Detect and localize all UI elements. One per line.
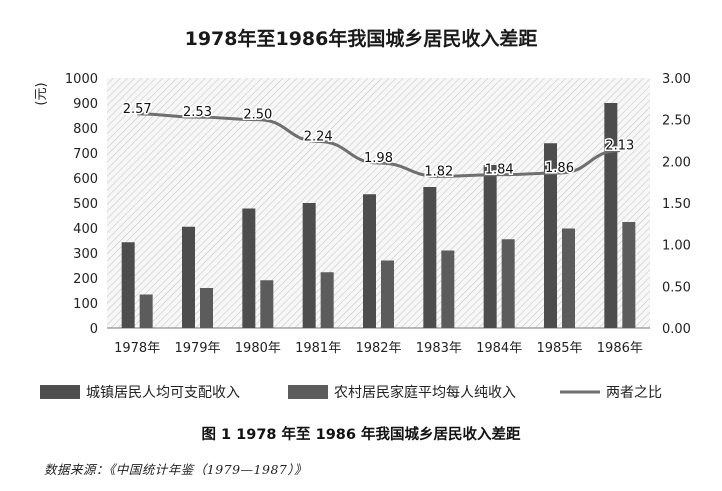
figure-caption: 图 1 1978 年至 1986 年我国城乡居民收入差距 — [201, 427, 521, 443]
ratio-data-label: 2.50 — [243, 108, 272, 123]
x-tick-label: 1979年 — [174, 341, 220, 356]
ratio-data-label: 2.53 — [183, 105, 212, 120]
y-tick-label: 900 — [73, 97, 98, 112]
urban-income-bar — [544, 143, 557, 328]
plot-background — [107, 78, 650, 328]
y-tick-label: 1000 — [65, 72, 98, 87]
urban-income-bar — [604, 103, 618, 328]
x-tick-label: 1985年 — [536, 341, 582, 356]
legend-ratio-label: 两者之比 — [606, 385, 662, 401]
x-tick-label: 1981年 — [295, 341, 341, 356]
x-tick-label: 1982年 — [355, 341, 401, 356]
y-tick-label: 200 — [73, 272, 98, 287]
rural-income-bar — [260, 280, 274, 328]
ratio-data-label: 2.13 — [605, 139, 634, 154]
legend-rural-swatch — [288, 385, 328, 399]
source-note: 数据来源：《中国统计年鉴（1979—1987）》 — [44, 462, 308, 477]
chart-title: 1978年至1986年我国城乡居民收入差距 — [185, 27, 538, 50]
ratio-data-label: 1.98 — [364, 151, 393, 166]
y-tick-label: 800 — [73, 122, 98, 137]
urban-income-bar — [182, 226, 195, 328]
y-tick-label: 600 — [73, 172, 98, 187]
ratio-data-label: 1.86 — [545, 161, 574, 176]
rural-income-bar — [200, 288, 213, 328]
y2-tick-label: 1.50 — [662, 197, 691, 212]
x-tick-label: 1986年 — [597, 341, 643, 356]
urban-income-bar — [302, 203, 316, 328]
y-tick-label: 400 — [73, 222, 98, 237]
x-tick-label: 1983年 — [416, 341, 462, 356]
rural-income-bar — [139, 294, 153, 328]
legend-rural-label: 农村居民家庭平均每人纯收入 — [334, 384, 516, 401]
y-tick-label: 0 — [90, 322, 98, 337]
y2-tick-label: 3.00 — [662, 72, 691, 87]
urban-income-bar — [242, 208, 256, 328]
rural-income-bar — [381, 260, 394, 328]
urban-income-bar — [121, 242, 135, 328]
legend-urban-swatch — [40, 385, 80, 399]
legend-urban-label: 城镇居民人均可支配收入 — [86, 385, 240, 401]
ratio-data-label: 2.57 — [123, 102, 152, 117]
urban-income-bar — [363, 194, 376, 328]
x-tick-label: 1980年 — [235, 341, 281, 356]
urban-income-bar — [483, 165, 497, 328]
x-tick-label: 1978年 — [114, 341, 160, 356]
y-tick-label: 700 — [73, 147, 98, 162]
y2-tick-label: 2.00 — [662, 155, 691, 170]
rural-income-bar — [320, 272, 334, 328]
y2-tick-label: 1.00 — [662, 239, 691, 254]
ratio-data-label: 1.82 — [424, 164, 453, 179]
rural-income-bar — [622, 222, 636, 328]
rural-income-bar — [501, 239, 515, 328]
ratio-data-label: 2.24 — [304, 129, 333, 144]
urban-income-bar — [423, 187, 437, 328]
rural-income-bar — [562, 228, 575, 328]
rural-income-bar — [441, 250, 455, 328]
y2-tick-label: 0.50 — [662, 280, 691, 295]
y-axis-label: (元) — [34, 82, 49, 105]
x-tick-label: 1984年 — [476, 341, 522, 356]
y-tick-label: 300 — [73, 247, 98, 262]
ratio-line — [137, 112, 620, 178]
y-tick-label: 500 — [73, 197, 98, 212]
ratio-data-label: 1.84 — [485, 163, 514, 178]
y2-tick-label: 0.00 — [662, 322, 691, 337]
y-tick-label: 100 — [73, 297, 98, 312]
y2-tick-label: 2.50 — [662, 114, 691, 129]
